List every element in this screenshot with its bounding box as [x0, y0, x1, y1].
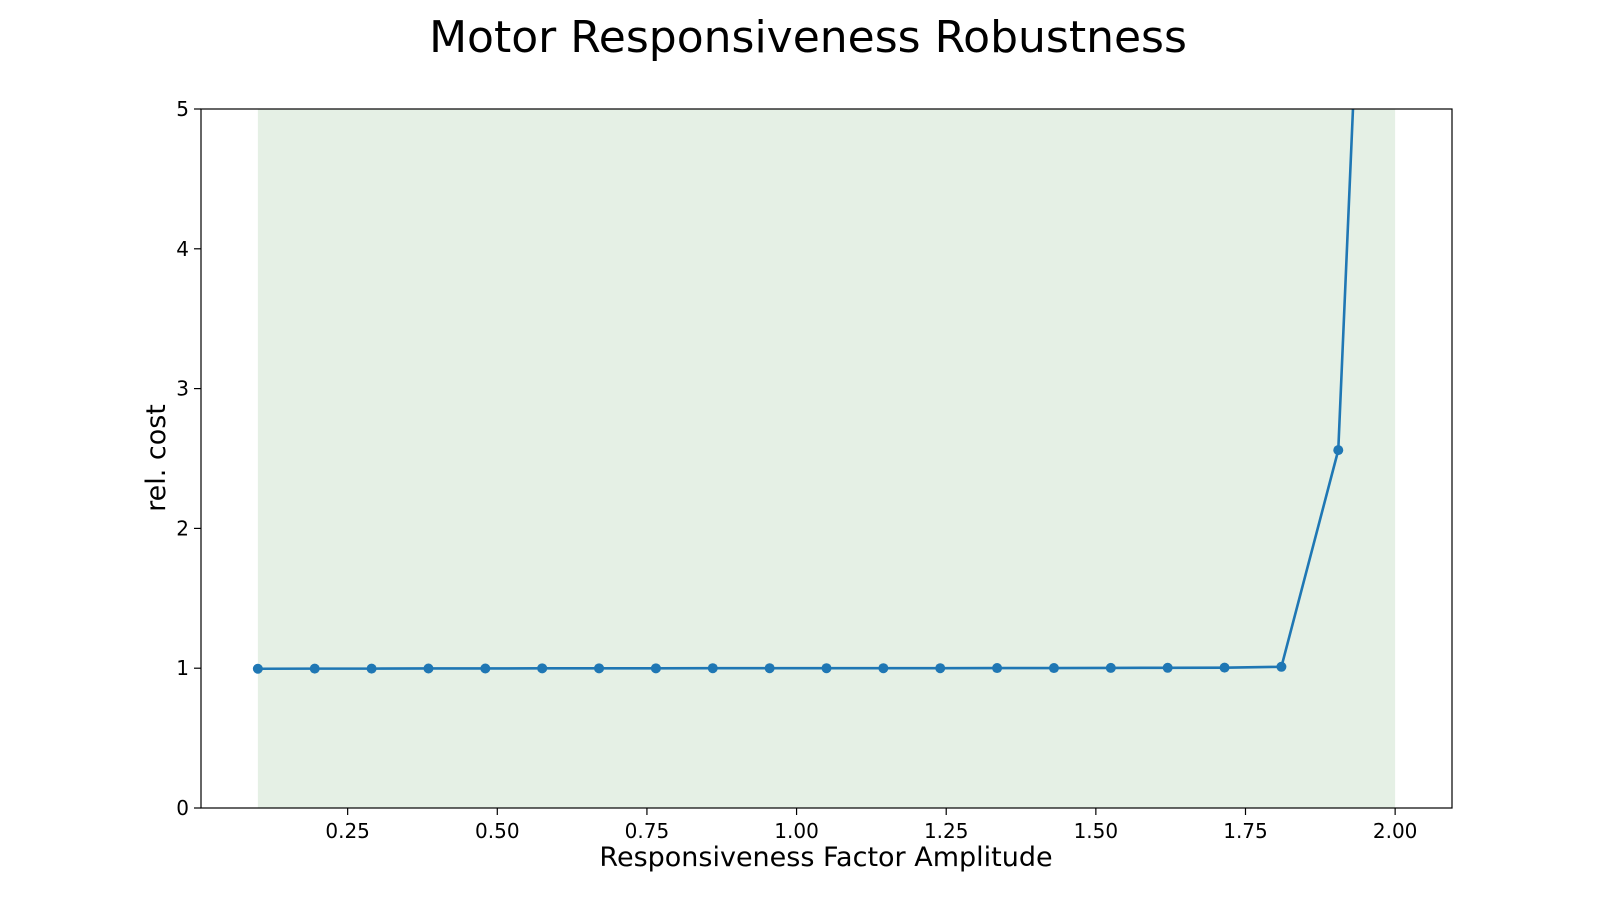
data-point — [1105, 662, 1116, 673]
data-point — [1219, 662, 1230, 673]
x-axis-label: Responsiveness Factor Amplitude — [599, 842, 1052, 873]
chart-title: Motor Responsiveness Robustness — [429, 12, 1187, 63]
x-tick-label: 1.75 — [1223, 819, 1268, 843]
y-tick-label: 1 — [176, 656, 189, 680]
data-point — [1162, 662, 1173, 673]
x-tick-label: 0.25 — [325, 819, 370, 843]
data-point — [1276, 661, 1287, 672]
marker-layer — [252, 445, 1344, 674]
data-point — [764, 663, 775, 674]
data-point — [309, 663, 320, 674]
y-tick-label: 3 — [176, 377, 189, 401]
x-tick-label: 0.50 — [475, 819, 520, 843]
data-point — [992, 663, 1003, 674]
data-point — [935, 663, 946, 674]
y-tick-label: 5 — [176, 97, 189, 121]
data-point — [821, 663, 832, 674]
x-tick-label: 2.00 — [1373, 819, 1418, 843]
data-point — [594, 663, 605, 674]
data-point — [423, 663, 434, 674]
data-point — [878, 663, 889, 674]
y-tick-label: 0 — [176, 796, 189, 820]
x-tick-label: 0.75 — [625, 819, 670, 843]
y-tick-label: 4 — [176, 237, 189, 261]
y-axis-label: rel. cost — [141, 404, 172, 512]
data-point — [366, 663, 377, 674]
shaded-region-layer — [257, 109, 1396, 808]
data-point — [252, 663, 263, 674]
data-point — [480, 663, 491, 674]
x-tick-label: 1.25 — [924, 819, 969, 843]
x-tick-label: 1.00 — [774, 819, 819, 843]
data-point — [707, 663, 718, 674]
data-point — [1333, 445, 1344, 456]
x-tick-label: 1.50 — [1074, 819, 1119, 843]
x-axis-ticks: 0.25 0.50 0.75 1.00 1.25 1.50 1.75 2.00 — [325, 808, 1417, 843]
data-point — [537, 663, 548, 674]
y-tick-label: 2 — [176, 516, 189, 540]
shaded-region — [257, 109, 1396, 808]
data-point — [650, 663, 661, 674]
data-point — [1048, 663, 1059, 674]
y-axis-ticks: 0 1 2 3 4 5 — [176, 97, 201, 820]
plot-area-frame — [200, 108, 1453, 809]
